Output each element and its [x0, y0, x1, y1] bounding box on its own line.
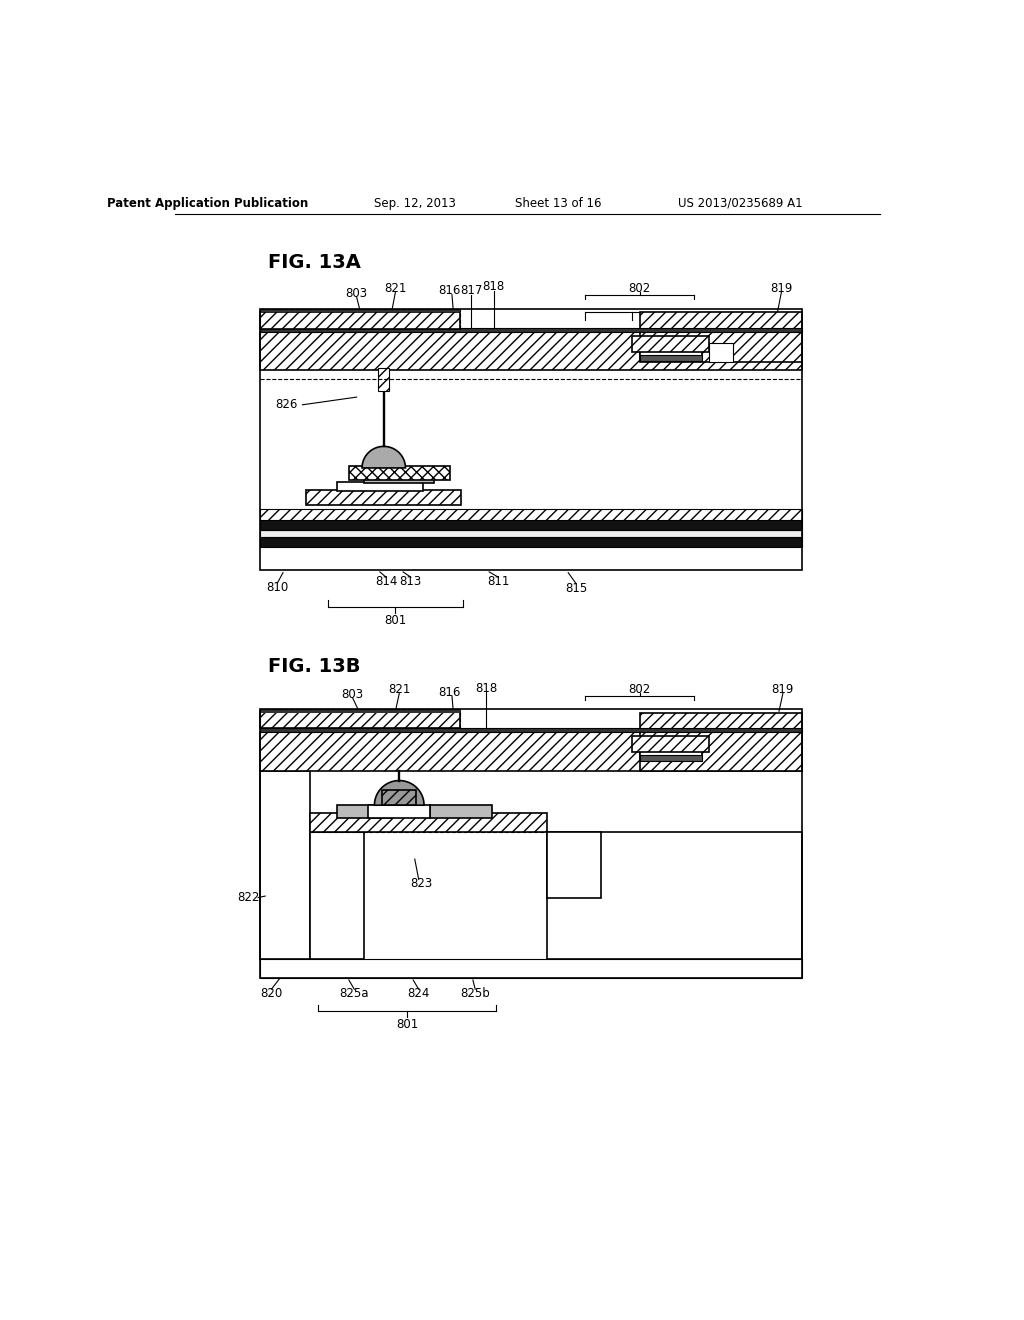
- Bar: [260, 331, 802, 370]
- Text: 801: 801: [384, 614, 407, 627]
- Text: 803: 803: [345, 286, 368, 300]
- Text: 815: 815: [565, 582, 587, 594]
- Bar: [260, 733, 802, 771]
- Text: 802: 802: [629, 684, 650, 696]
- Text: 811: 811: [487, 576, 510, 589]
- Bar: [310, 813, 547, 832]
- Text: FIG. 13B: FIG. 13B: [267, 657, 360, 676]
- Text: Sep. 12, 2013: Sep. 12, 2013: [374, 197, 456, 210]
- Text: 816: 816: [438, 685, 461, 698]
- Bar: [337, 482, 423, 491]
- Text: Patent Application Publication: Patent Application Publication: [108, 197, 308, 210]
- Bar: [640, 355, 701, 360]
- Bar: [306, 490, 461, 506]
- Polygon shape: [375, 780, 424, 805]
- Bar: [640, 743, 701, 762]
- Bar: [640, 343, 701, 360]
- Text: 817: 817: [460, 284, 482, 297]
- Bar: [260, 960, 802, 978]
- Text: US 2013/0235689 A1: US 2013/0235689 A1: [678, 197, 803, 210]
- Bar: [349, 466, 450, 480]
- Bar: [260, 729, 802, 733]
- Text: 818: 818: [475, 681, 498, 694]
- Polygon shape: [362, 446, 406, 469]
- Bar: [365, 475, 434, 483]
- Bar: [547, 832, 601, 898]
- Text: Sheet 13 of 16: Sheet 13 of 16: [515, 197, 601, 210]
- Bar: [632, 737, 710, 752]
- Bar: [310, 832, 365, 960]
- Bar: [640, 755, 701, 762]
- Text: 802: 802: [629, 282, 650, 296]
- Bar: [547, 832, 802, 960]
- Text: 816: 816: [438, 284, 461, 297]
- Bar: [260, 531, 802, 537]
- Text: 825b: 825b: [461, 987, 490, 1001]
- Bar: [260, 313, 460, 330]
- Bar: [640, 713, 802, 771]
- Text: 819: 819: [770, 282, 793, 296]
- Bar: [260, 537, 802, 548]
- Text: 821: 821: [384, 282, 407, 296]
- Bar: [640, 313, 802, 363]
- Bar: [382, 789, 417, 805]
- Text: 823: 823: [410, 878, 432, 890]
- Bar: [260, 309, 802, 570]
- Text: 824: 824: [408, 987, 430, 1001]
- Text: 820: 820: [260, 987, 283, 1001]
- Text: 803: 803: [342, 688, 364, 701]
- Bar: [260, 771, 310, 960]
- Text: 814: 814: [375, 576, 397, 589]
- Bar: [260, 520, 802, 531]
- Text: FIG. 13A: FIG. 13A: [267, 253, 360, 272]
- Bar: [260, 709, 460, 713]
- Bar: [632, 335, 710, 352]
- Text: 825a: 825a: [340, 987, 369, 1001]
- Text: 822: 822: [237, 891, 259, 904]
- Bar: [369, 805, 430, 818]
- Text: 818: 818: [482, 280, 505, 293]
- Text: 810: 810: [266, 581, 289, 594]
- Bar: [337, 805, 391, 818]
- Bar: [260, 327, 802, 331]
- Bar: [260, 711, 460, 729]
- Bar: [378, 368, 389, 391]
- Bar: [710, 343, 732, 363]
- Bar: [260, 709, 802, 978]
- Text: 801: 801: [396, 1018, 418, 1031]
- Text: 819: 819: [772, 684, 794, 696]
- Bar: [430, 805, 493, 818]
- Bar: [260, 508, 802, 520]
- Bar: [260, 548, 802, 570]
- Text: 813: 813: [399, 576, 422, 589]
- Bar: [260, 309, 460, 313]
- Text: 821: 821: [388, 684, 411, 696]
- Text: 826: 826: [275, 399, 298, 412]
